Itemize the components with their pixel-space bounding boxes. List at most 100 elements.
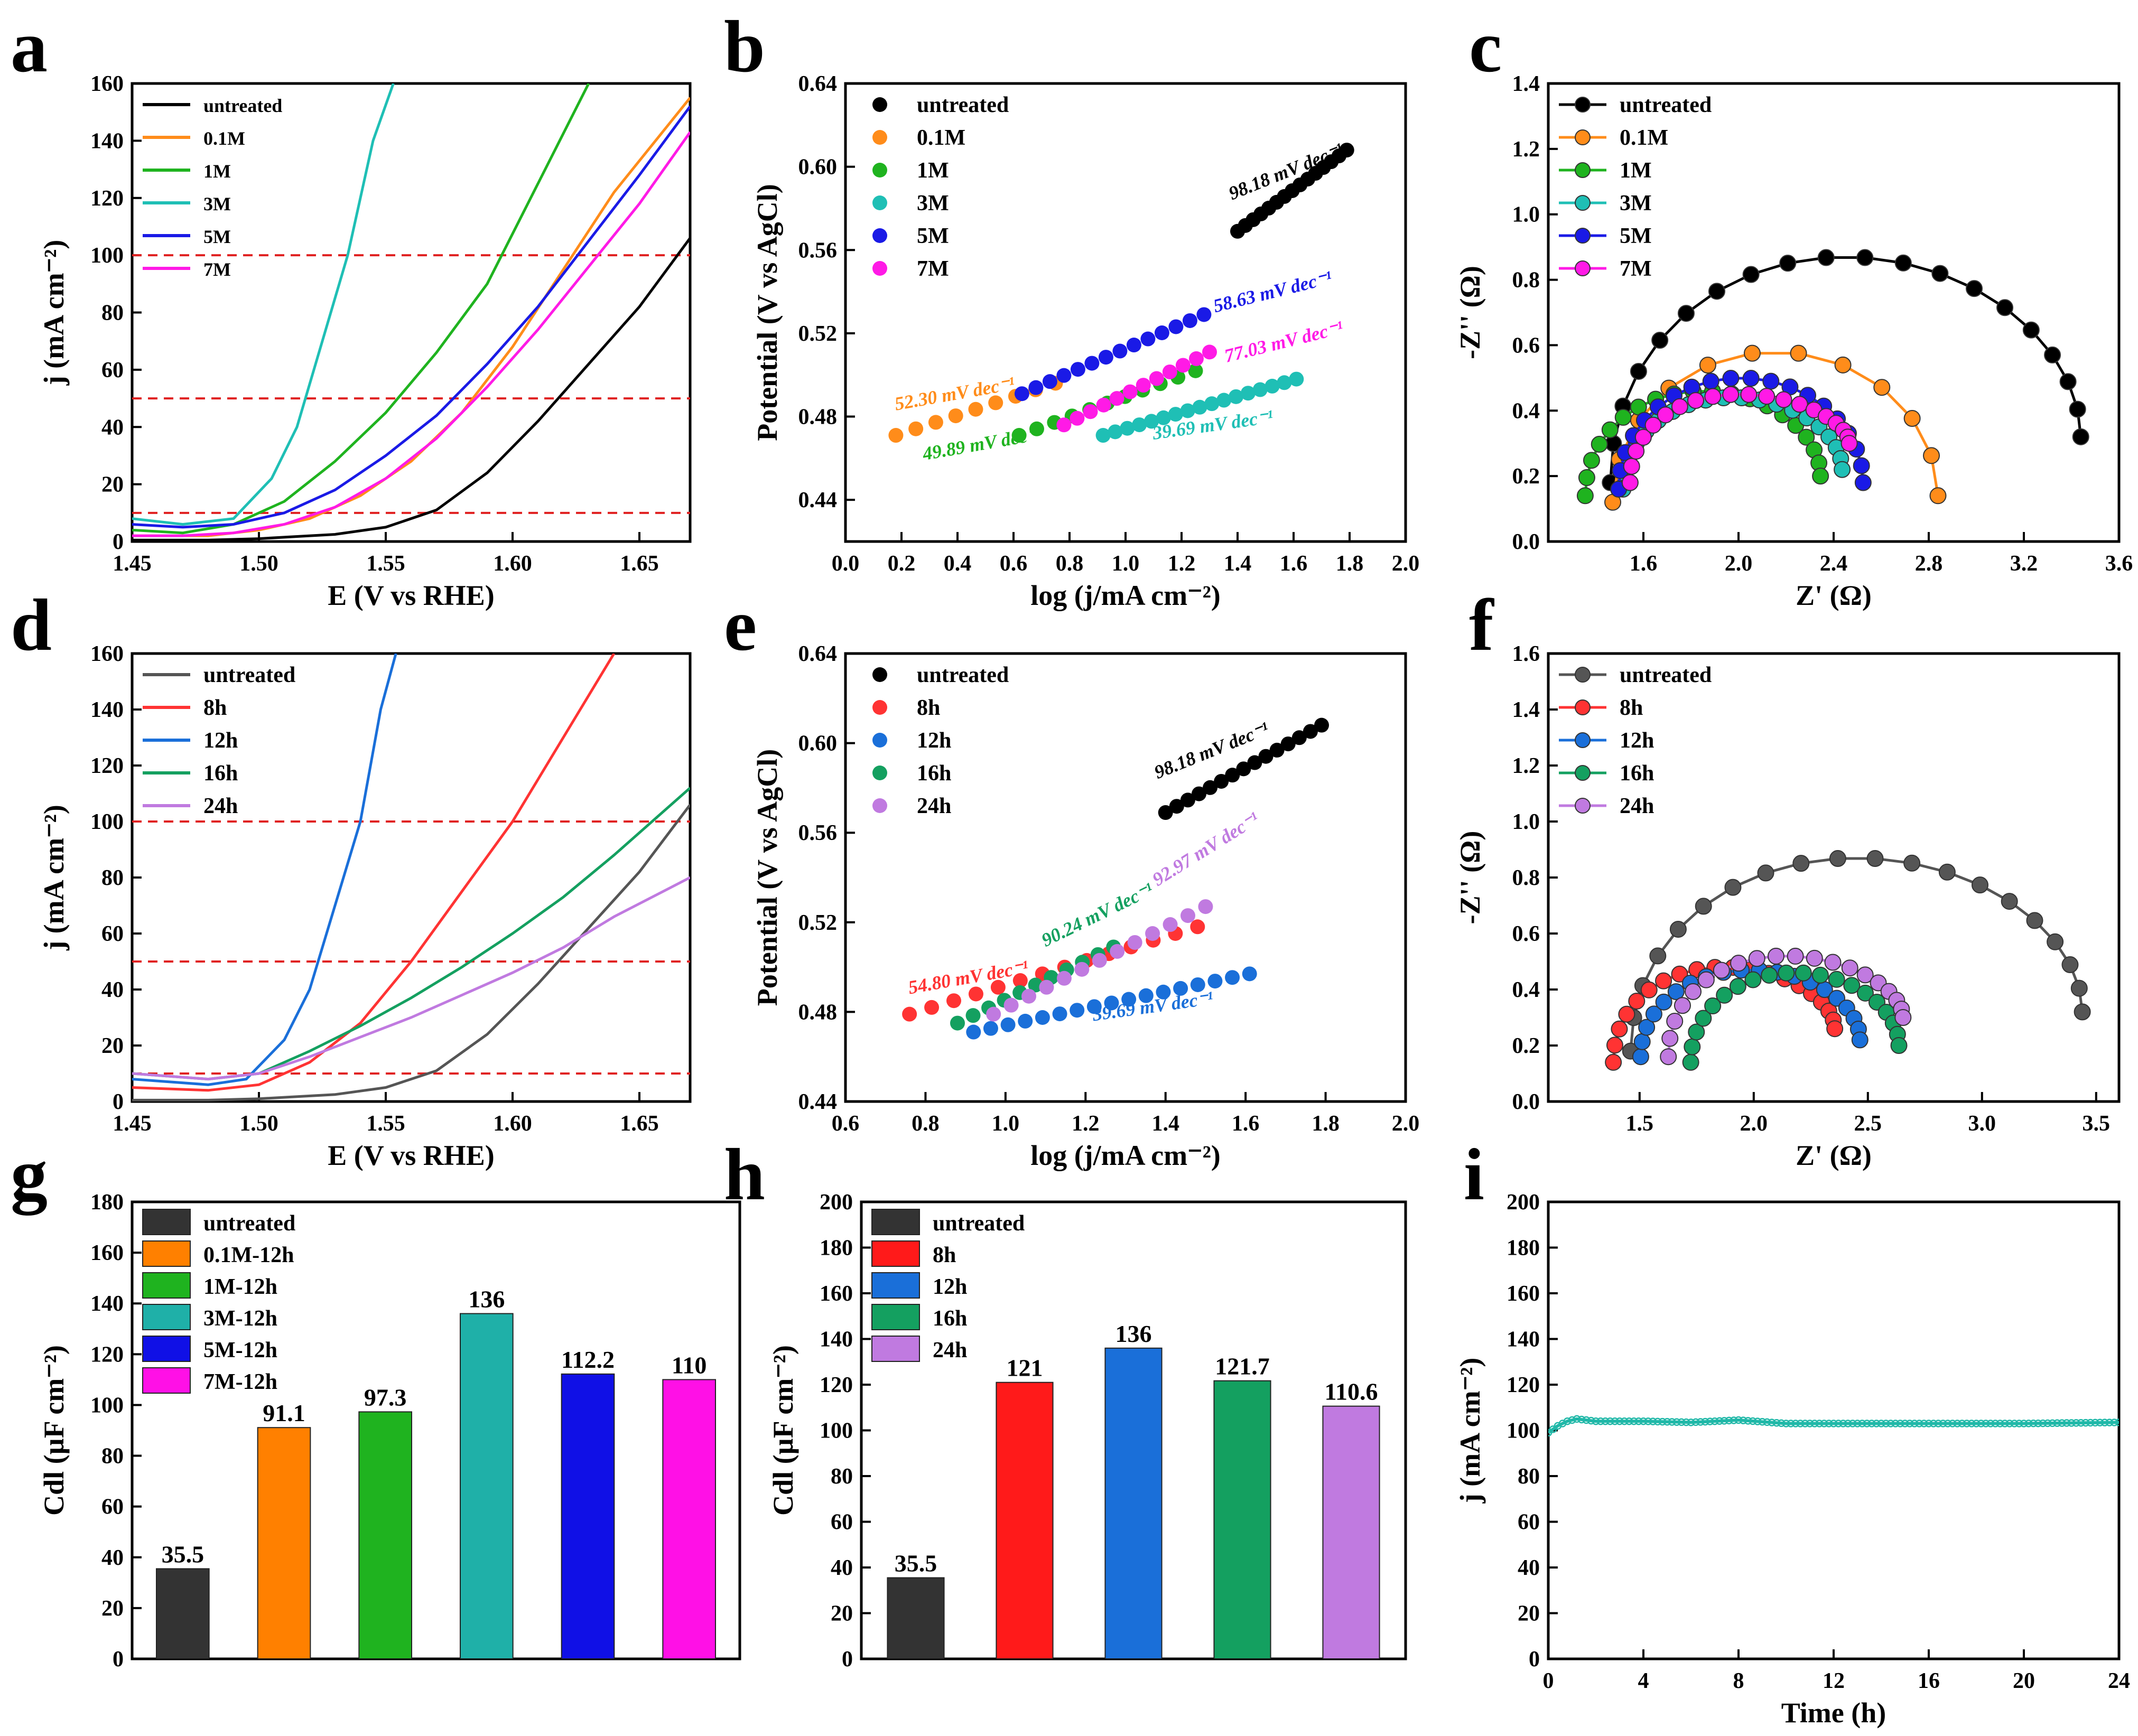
series-point-0.1M [988, 395, 1003, 410]
legend-marker-untreated [1575, 97, 1591, 113]
series-point-3M [1120, 421, 1135, 436]
series-point-24h [986, 1006, 1001, 1022]
stability-point [2105, 1418, 2114, 1426]
series-point-5M [1182, 313, 1197, 328]
x-tick-label: 2.8 [1915, 552, 1943, 576]
y-tick-label: 0.56 [798, 821, 838, 845]
stability-point [1696, 1418, 1705, 1426]
series-point-8h [1190, 919, 1205, 935]
series-point-16h [950, 1015, 965, 1031]
series-point-0.1M [928, 415, 943, 430]
y-tick-label: 0.6 [1512, 922, 1540, 946]
series-point-24h [1039, 979, 1054, 995]
stability-point [1915, 1420, 1923, 1427]
series-point-untreated [1303, 724, 1318, 739]
y-tick-label: 0.44 [798, 488, 838, 512]
x-tick-label: 1.8 [1336, 552, 1364, 576]
stability-point [2072, 1419, 2080, 1427]
series-point-12h [1655, 993, 1672, 1011]
series-point-5M [1722, 370, 1740, 387]
stability-point [2058, 1419, 2066, 1427]
series-point-5M [1056, 368, 1072, 383]
legend-label: 12h [917, 729, 951, 753]
legend-label: 12h [933, 1275, 967, 1299]
series-point-untreated [1856, 249, 1874, 266]
bar-8h [996, 1382, 1054, 1659]
stability-point [1944, 1420, 1952, 1427]
y-tick-label: 0.64 [798, 642, 838, 666]
x-tick-label: 1.55 [366, 552, 405, 576]
series-point-8h [968, 986, 983, 1002]
series-line-1M [132, 83, 590, 535]
legend-marker-5M [872, 228, 887, 243]
series-point-16h [1811, 966, 1829, 984]
x-tick-label: 0.0 [832, 552, 860, 576]
legend-swatch-24h [871, 1336, 920, 1362]
series-point-24h [1767, 947, 1784, 965]
stability-point [1996, 1420, 2004, 1427]
series-point-untreated [1866, 850, 1884, 867]
y-tick-label: 0.0 [1512, 1090, 1540, 1114]
series-point-3M [1265, 378, 1280, 394]
stability-point [1772, 1418, 1781, 1427]
x-tick-label: 1.0 [1112, 552, 1140, 576]
y-tick-label: 1.2 [1512, 137, 1540, 162]
stability-point [1634, 1417, 1643, 1425]
series-point-24h [1748, 950, 1765, 967]
series-point-3M [1216, 393, 1232, 408]
series-point-12h [1121, 992, 1137, 1007]
series-point-16h [1828, 970, 1845, 988]
chart-e: 0.44 0.48 0.52 0.56 0.60 0.64 0.6 0.8 1.0 1.2 1.4 1… [751, 642, 1419, 1171]
legend-label: untreated [1620, 663, 1712, 687]
series-point-5M [1742, 370, 1760, 387]
stability-point [1691, 1418, 1700, 1426]
series-point-5M [1112, 343, 1128, 359]
plot-area-c [1576, 249, 2089, 511]
series-point-16h [1688, 1023, 1705, 1041]
bar-5M-12h [561, 1373, 615, 1659]
series-point-12h [1645, 1005, 1662, 1023]
series-point-24h [1056, 970, 1072, 986]
series-point-7M [1122, 384, 1138, 399]
plot-area-b [888, 143, 1354, 443]
series-point-7M [1644, 416, 1662, 434]
stability-point [1668, 1418, 1676, 1426]
y-tick-label: 100 [820, 1419, 853, 1443]
series-point-5M [1154, 325, 1169, 340]
series-point-0.1M [1873, 379, 1891, 396]
stability-point [1611, 1417, 1619, 1425]
stability-point [1587, 1416, 1595, 1425]
series-point-7M [1083, 404, 1098, 419]
y-tick-label: 120 [90, 1342, 124, 1367]
series-point-untreated [1724, 879, 1742, 896]
bar-untreated [156, 1568, 210, 1659]
stability-point [1948, 1420, 1957, 1427]
series-point-7M [1840, 435, 1858, 452]
y-tick-label: 0.2 [1512, 1034, 1540, 1058]
stability-point [1620, 1417, 1629, 1425]
y-tick-label: 0.0 [1512, 530, 1540, 554]
stability-point [1920, 1420, 1928, 1427]
series-point-untreated [1779, 255, 1797, 272]
plot-area-g [156, 1313, 717, 1659]
bar-value-label: 35.5 [895, 1550, 937, 1576]
y-tick-label: 160 [90, 1241, 124, 1265]
series-point-3M [1289, 371, 1304, 387]
stability-point [2053, 1419, 2061, 1427]
bar-value-label: 136 [1116, 1320, 1152, 1347]
series-point-24h [1787, 947, 1804, 965]
stability-point [2062, 1419, 2071, 1427]
legend-label: untreated [203, 1211, 295, 1236]
x-tick-label: 2.0 [1740, 1112, 1768, 1136]
y-axis-label: j (mA cm⁻²) [38, 240, 70, 386]
series-point-5M [1140, 331, 1156, 347]
legend-label: 7M [203, 259, 231, 280]
series-point-24h [1713, 962, 1730, 979]
stability-point [1958, 1420, 1966, 1427]
x-tick-label: 1.45 [113, 552, 152, 576]
bar-value-label: 91.1 [263, 1399, 305, 1426]
series-point-untreated [1651, 332, 1669, 349]
stability-point [1848, 1420, 1857, 1427]
stability-point [1872, 1420, 1881, 1427]
y-tick-label: 60 [831, 1510, 853, 1535]
